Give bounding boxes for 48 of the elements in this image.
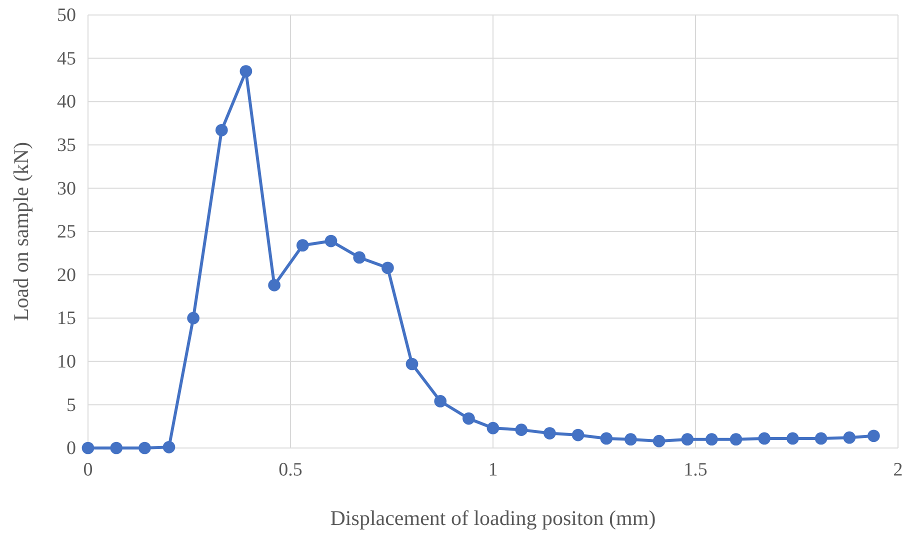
point <box>515 424 528 436</box>
y-axis-title: Load on sample (kN) <box>9 142 33 322</box>
y-tick-label: 0 <box>66 438 76 460</box>
point <box>296 239 309 252</box>
y-tick-label: 45 <box>57 48 76 70</box>
point <box>240 65 252 78</box>
point <box>268 279 280 292</box>
point <box>706 433 718 446</box>
x-axis-title: Displacement of loading positon (mm) <box>330 506 656 530</box>
point <box>868 430 880 442</box>
point <box>681 433 694 446</box>
point <box>462 412 475 425</box>
y-tick-label: 35 <box>57 134 76 156</box>
point <box>652 434 666 448</box>
x-tick-label: 1.5 <box>684 459 708 480</box>
point <box>324 234 338 248</box>
y-tick-label: 20 <box>57 264 76 286</box>
point <box>162 440 176 454</box>
point <box>786 432 799 445</box>
point <box>353 251 366 264</box>
y-tick-label: 50 <box>57 5 76 26</box>
point <box>110 442 123 454</box>
y-tick-label: 10 <box>57 351 76 372</box>
x-tick-label: 2 <box>893 459 903 480</box>
y-tick-label: 40 <box>57 92 76 113</box>
point <box>843 431 856 444</box>
point <box>814 432 828 445</box>
point <box>758 432 771 445</box>
point <box>215 124 228 136</box>
y-tick-label: 30 <box>57 178 76 200</box>
point <box>82 442 94 454</box>
y-tick-label: 25 <box>57 222 76 243</box>
point <box>382 262 394 274</box>
point <box>544 427 556 440</box>
point <box>600 432 613 445</box>
point <box>486 422 500 434</box>
y-tick-label: 5 <box>66 394 76 416</box>
x-tick-label: 0.5 <box>278 459 302 480</box>
point <box>138 442 151 454</box>
point <box>187 312 200 324</box>
point <box>730 433 742 446</box>
x-tick-label: 1 <box>488 459 498 480</box>
point <box>406 358 418 370</box>
point <box>434 395 447 408</box>
x-tick-label: 0 <box>83 459 93 480</box>
point <box>572 428 584 442</box>
y-tick-label: 15 <box>57 308 76 330</box>
point <box>624 433 637 446</box>
